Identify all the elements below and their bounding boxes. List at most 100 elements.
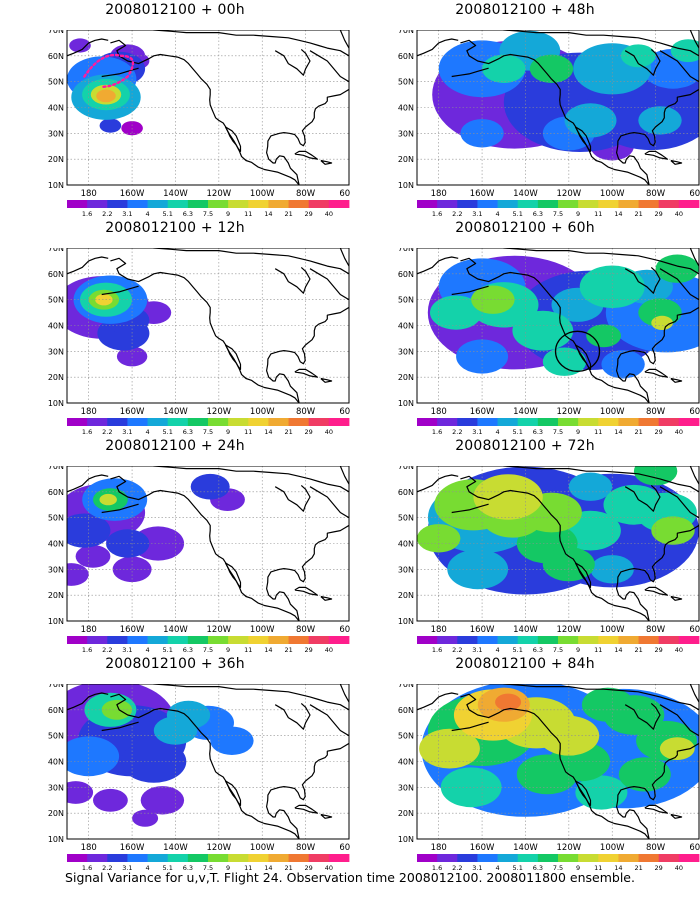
coastline-segment — [616, 88, 699, 185]
coastline-segment — [460, 693, 650, 839]
colorbar-label: 4 — [146, 864, 150, 872]
colorbar-label: 21 — [634, 864, 642, 872]
lon-tick-label: 60W — [689, 843, 700, 853]
colorbar-label: 11 — [594, 210, 602, 218]
coastline-segment — [309, 268, 349, 301]
coastline — [417, 684, 699, 839]
map-panel-72h: 2008012100 + 72h 70N 60N 50N 40N 30N 20N 10N 18… — [350, 436, 700, 654]
variance-contour — [460, 119, 504, 148]
colorbar-label: 29 — [655, 210, 663, 218]
colorbar-label: 14 — [614, 428, 622, 436]
lat-tick-label: 60N — [398, 488, 414, 497]
variance-contour — [618, 757, 671, 792]
coastline-segment — [670, 159, 683, 165]
colorbar-label: 21 — [284, 210, 292, 218]
lat-tick-label: 20N — [398, 373, 414, 382]
grid-lines — [417, 684, 699, 839]
colorbar-swatch — [417, 418, 438, 426]
colorbar-label: 1.6 — [432, 428, 442, 436]
coastline-segment — [659, 486, 699, 519]
colorbar-swatch — [678, 418, 700, 426]
colorbar-swatch — [187, 200, 209, 208]
colorbar-label: 5.1 — [513, 646, 523, 654]
colorbar-label: 40 — [325, 864, 333, 872]
colorbar-swatch — [437, 200, 458, 208]
colorbar-swatch — [328, 854, 350, 862]
lat-tick-label: 30N — [398, 347, 414, 356]
colorbar-swatch — [618, 636, 639, 644]
map-plot: 70N 60N 50N 40N 30N 20N 10N 180 160W 140W 120W 100W… — [48, 466, 350, 654]
colorbar-swatch — [268, 854, 289, 862]
variance-contour — [419, 728, 480, 769]
colorbar-swatch — [457, 636, 478, 644]
colorbar-swatch — [678, 636, 700, 644]
lon-tick-label: 60W — [339, 407, 350, 417]
colorbar-swatch — [248, 636, 269, 644]
colorbar-swatch — [208, 854, 229, 862]
map-plot: 70N 60N 50N 40N 30N 20N 10N 180 160W 140W 120W 100W… — [398, 248, 700, 436]
lon-tick-label: 140W — [163, 843, 188, 853]
colorbar-swatch — [127, 200, 148, 208]
coastline — [417, 248, 699, 403]
colorbar-swatch — [477, 418, 498, 426]
colorbar-label: 2.2 — [102, 428, 112, 436]
colorbar-label: 21 — [284, 864, 292, 872]
colorbar-label: 7.5 — [553, 864, 563, 872]
coastline-segment — [224, 562, 242, 588]
lon-tick-label: 140W — [513, 843, 538, 853]
lon-tick-label: 100W — [600, 843, 625, 853]
colorbar-swatch — [417, 854, 438, 862]
colorbar-swatch — [537, 418, 559, 426]
colorbar-label: 40 — [675, 864, 683, 872]
colorbar-label: 4 — [496, 428, 500, 436]
colorbar-label: 1.6 — [82, 210, 92, 218]
lon-tick-label: 80W — [646, 189, 666, 199]
coastline-segment — [499, 684, 699, 711]
colorbar-swatch — [558, 636, 579, 644]
colorbar-label: 3.1 — [472, 428, 482, 436]
colorbar-swatch — [248, 200, 269, 208]
colorbar-swatch — [457, 854, 478, 862]
lon-tick-label: 140W — [163, 407, 188, 417]
colorbar-label: 5.1 — [163, 864, 173, 872]
map-plot: 70N 60N 50N 40N 30N 20N 10N 180 160W 140W 120W 100W… — [48, 684, 350, 872]
colorbar-label: 7.5 — [203, 428, 213, 436]
colorbar-label: 2.2 — [452, 646, 462, 654]
colorbar-label: 2.2 — [102, 210, 112, 218]
map-panel-12h: 2008012100 + 12h 70N 60N 50N 40N 30N 20N 10N 18… — [0, 218, 350, 436]
flight-track — [83, 53, 135, 89]
colorbar-label: 1.6 — [82, 428, 92, 436]
coastline-segment — [339, 466, 349, 485]
variance-contour — [590, 555, 634, 584]
colorbar-swatch — [678, 854, 700, 862]
lon-tick-label: 140W — [163, 625, 188, 635]
colorbar-swatch — [187, 636, 209, 644]
lon-tick-label: 100W — [250, 189, 275, 199]
variance-contour — [495, 693, 522, 711]
coastline-segment — [574, 126, 592, 152]
coastline-segment — [274, 702, 311, 730]
lat-tick-label: 20N — [48, 373, 64, 382]
colorbar-label: 11 — [244, 646, 252, 654]
lat-tick-label: 20N — [398, 591, 414, 600]
colorbar-swatch — [578, 854, 599, 862]
coastline-segment — [67, 256, 109, 275]
coastline-segment — [689, 466, 699, 485]
variance-contour — [132, 809, 159, 827]
coastline-segment — [624, 48, 661, 76]
colorbar-label: 11 — [594, 864, 602, 872]
colorbar-label: 6.3 — [533, 864, 543, 872]
lon-tick-label: 80W — [296, 189, 316, 199]
lon-tick-label: 100W — [250, 407, 275, 417]
plot-frame — [66, 30, 350, 186]
lat-tick-label: 40N — [48, 322, 64, 331]
grid-lines — [417, 248, 699, 403]
colorbar-swatch — [308, 200, 330, 208]
map-plot: 70N 60N 50N 40N 30N 20N 10N 180 160W 140W 120W 100W… — [398, 466, 700, 654]
colorbar-label: 3.1 — [472, 646, 482, 654]
variance-contour — [564, 103, 617, 138]
lon-tick-label: 80W — [296, 625, 316, 635]
coastline-segment — [644, 150, 669, 160]
colorbar-swatch — [328, 636, 350, 644]
variance-contour — [67, 736, 120, 777]
